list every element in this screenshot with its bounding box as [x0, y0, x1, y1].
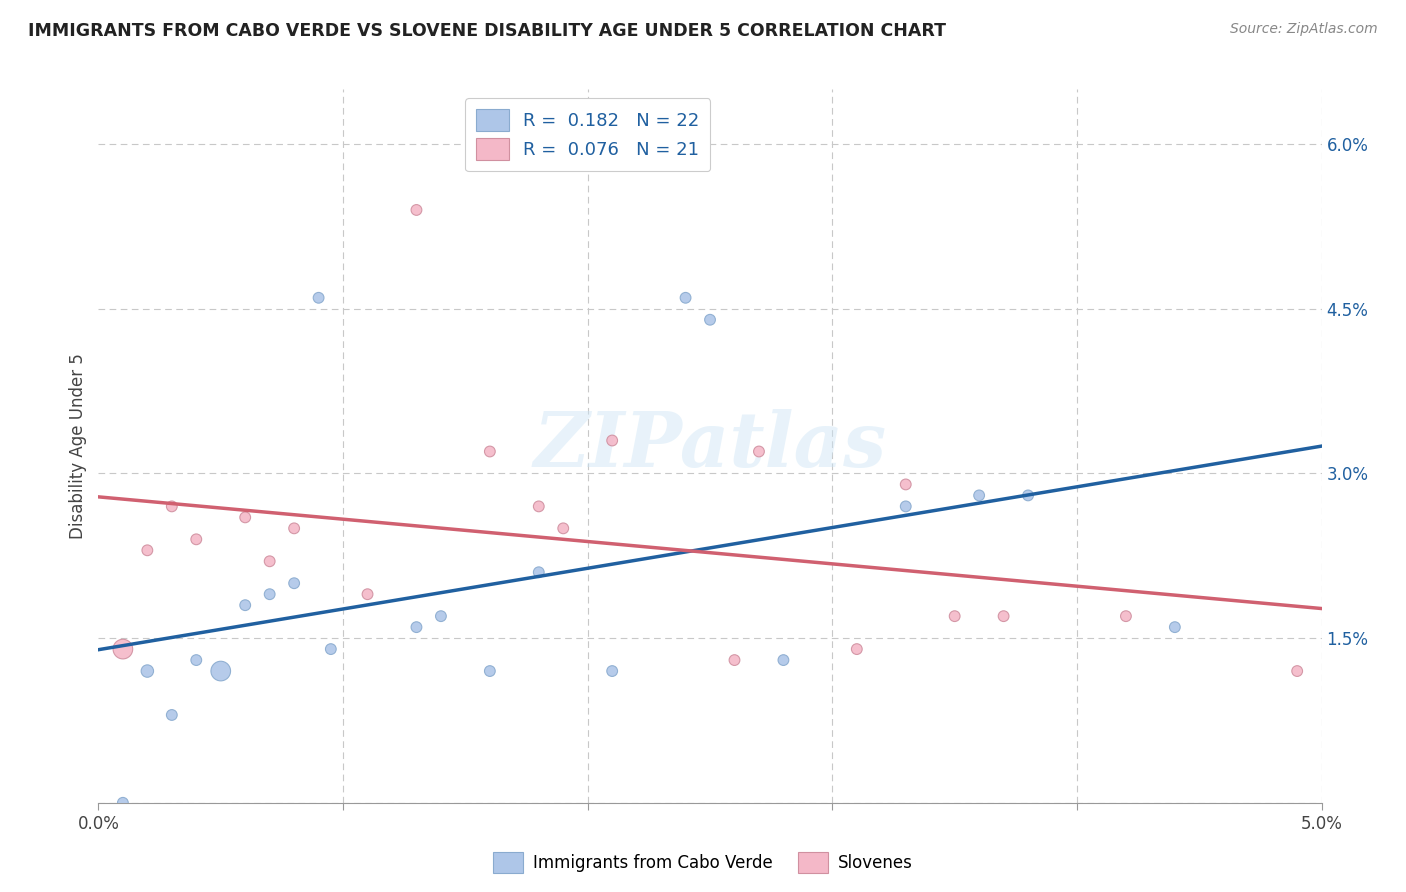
Point — [675, 291, 697, 305]
Point — [283, 521, 305, 535]
Point — [356, 587, 378, 601]
Point — [723, 653, 745, 667]
Y-axis label: Disability Age Under 5: Disability Age Under 5 — [69, 353, 87, 539]
Point — [845, 642, 868, 657]
Point — [405, 620, 427, 634]
Point — [319, 642, 342, 657]
Point — [993, 609, 1015, 624]
Point — [1115, 609, 1137, 624]
Point — [1164, 620, 1187, 634]
Point — [283, 576, 305, 591]
Point — [259, 554, 281, 568]
Point — [600, 664, 623, 678]
Point — [233, 510, 256, 524]
Point — [405, 202, 427, 217]
Point — [430, 609, 453, 624]
Point — [160, 500, 183, 514]
Legend: Immigrants from Cabo Verde, Slovenes: Immigrants from Cabo Verde, Slovenes — [486, 846, 920, 880]
Point — [259, 587, 281, 601]
Point — [136, 664, 159, 678]
Point — [186, 653, 208, 667]
Point — [478, 664, 501, 678]
Point — [553, 521, 575, 535]
Point — [1286, 664, 1309, 678]
Point — [111, 642, 134, 657]
Point — [1017, 488, 1039, 502]
Text: Source: ZipAtlas.com: Source: ZipAtlas.com — [1230, 22, 1378, 37]
Text: IMMIGRANTS FROM CABO VERDE VS SLOVENE DISABILITY AGE UNDER 5 CORRELATION CHART: IMMIGRANTS FROM CABO VERDE VS SLOVENE DI… — [28, 22, 946, 40]
Legend: R =  0.182   N = 22, R =  0.076   N = 21: R = 0.182 N = 22, R = 0.076 N = 21 — [465, 98, 710, 171]
Point — [772, 653, 794, 667]
Point — [967, 488, 990, 502]
Point — [209, 664, 232, 678]
Point — [527, 500, 550, 514]
Point — [894, 477, 917, 491]
Point — [699, 312, 721, 326]
Point — [160, 708, 183, 723]
Point — [943, 609, 966, 624]
Point — [136, 543, 159, 558]
Point — [478, 444, 501, 458]
Point — [111, 796, 134, 810]
Point — [600, 434, 623, 448]
Text: ZIPatlas: ZIPatlas — [533, 409, 887, 483]
Point — [233, 598, 256, 612]
Point — [186, 533, 208, 547]
Point — [308, 291, 330, 305]
Point — [894, 500, 917, 514]
Point — [748, 444, 770, 458]
Point — [527, 566, 550, 580]
